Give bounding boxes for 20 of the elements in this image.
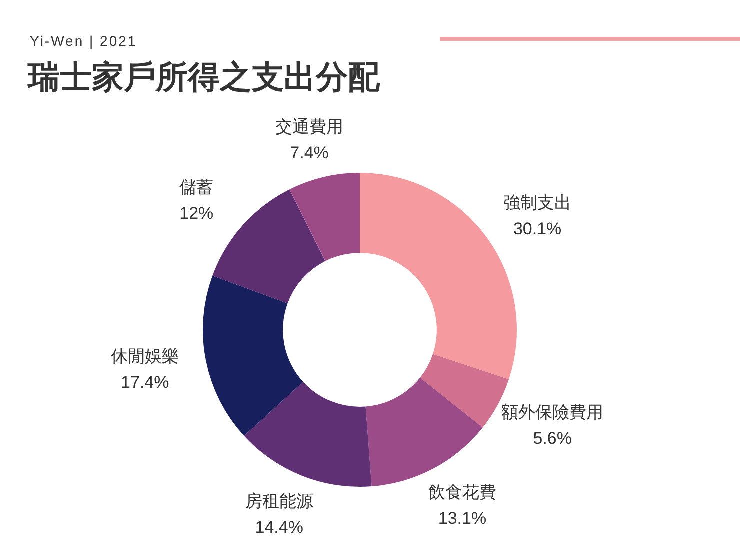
data-label: 5.6% <box>533 428 572 448</box>
slice-label: 房租能源 <box>245 492 314 512</box>
slice-label: 飲食花費 <box>428 483 496 502</box>
data-label: 13.1% <box>438 509 487 528</box>
donut-slice <box>244 382 372 487</box>
chart-title: 瑞士家戶所得之支出分配 <box>27 59 381 95</box>
data-label: 7.4% <box>290 143 329 162</box>
donut-slice <box>212 190 326 304</box>
data-label: 12% <box>180 204 214 223</box>
donut-slice <box>290 173 360 262</box>
data-label: 14.4% <box>255 518 304 538</box>
slice-label: 強制支出 <box>504 194 572 213</box>
slice-label: 交通費用 <box>276 117 344 136</box>
data-label: 17.4% <box>121 373 170 392</box>
donut-slice <box>203 276 304 436</box>
chart-subtitle: Yi-Wen | 2021 <box>30 33 138 49</box>
slice-label: 額外保險費用 <box>502 402 604 422</box>
slice-label: 休閒娛樂 <box>111 347 180 366</box>
slice-label: 儲蓄 <box>180 178 214 197</box>
data-label: 30.1% <box>513 220 562 239</box>
